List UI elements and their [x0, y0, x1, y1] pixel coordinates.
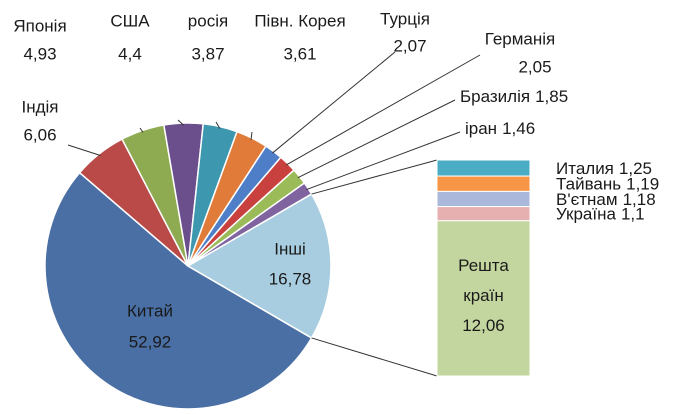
slice-value: 1,46: [502, 119, 535, 138]
bar-label: В'єтнам 1,18: [556, 190, 656, 209]
bar-value: 1,19: [626, 175, 659, 194]
slice-value: 2,07: [393, 36, 426, 55]
slice-label: Інші: [274, 239, 306, 258]
slice-value: 2,05: [518, 57, 551, 76]
bar-label: країн: [463, 286, 503, 305]
slice-label: Японія: [13, 16, 66, 35]
slice-name: Бразилія: [460, 87, 530, 106]
slice-name: іран: [465, 119, 497, 138]
connector: [311, 159, 438, 195]
bar-label: Решта: [458, 256, 509, 275]
pie-slice: [186, 193, 332, 339]
bar-name: В'єтнам: [556, 190, 618, 209]
bar-value: 12,06: [462, 316, 505, 335]
bar-segment: [436, 190, 531, 208]
slice-label: Півн. Корея: [254, 11, 345, 30]
bar-segment: [436, 175, 531, 192]
slice-value: 16,78: [269, 269, 312, 288]
pie-slice: [44, 171, 313, 410]
slice-value: 3,61: [283, 44, 316, 63]
leader-line: [297, 99, 456, 179]
leader-line: [67, 144, 101, 156]
leader-line: [286, 54, 481, 166]
slice-label: Бразилія 1,85: [460, 87, 568, 106]
bar-label: Україна 1,1: [556, 205, 645, 224]
leader-line: [250, 131, 253, 140]
slice-label: Індія: [21, 97, 58, 116]
slice-value: 1,85: [535, 87, 568, 106]
slice-label: Китай: [127, 301, 173, 320]
bar-segment: [436, 220, 531, 377]
bar-value: 1,1: [621, 205, 645, 224]
slice-value: 3,87: [191, 44, 224, 63]
leader-line: [139, 127, 144, 133]
bar-label: Тайвань 1,19: [556, 175, 659, 194]
leader-line: [215, 121, 221, 129]
slice-value: 6,06: [23, 125, 56, 144]
bar-segment: [436, 159, 531, 177]
slice-label: росія: [188, 11, 228, 30]
bar-label: Италия 1,25: [556, 160, 652, 179]
slice-label: Германія: [485, 29, 556, 48]
connector: [311, 337, 438, 377]
slice-value: 4,4: [118, 44, 142, 63]
bar-name: Тайвань: [556, 175, 621, 194]
bar-name: Италия: [556, 160, 614, 179]
bar-name: Україна: [556, 205, 616, 224]
leader-line: [272, 51, 396, 154]
leader-line: [306, 131, 461, 191]
slice-value: 52,92: [129, 332, 172, 351]
slice-value: 4,93: [23, 44, 56, 63]
bar-value: 1,18: [623, 190, 656, 209]
slice-label: Турція: [380, 9, 430, 28]
bar-segment: [436, 206, 531, 222]
slice-label: США: [110, 11, 150, 30]
slice-label: іран 1,46: [465, 119, 535, 138]
bar-value: 1,25: [619, 160, 652, 179]
leader-line: [177, 119, 184, 126]
